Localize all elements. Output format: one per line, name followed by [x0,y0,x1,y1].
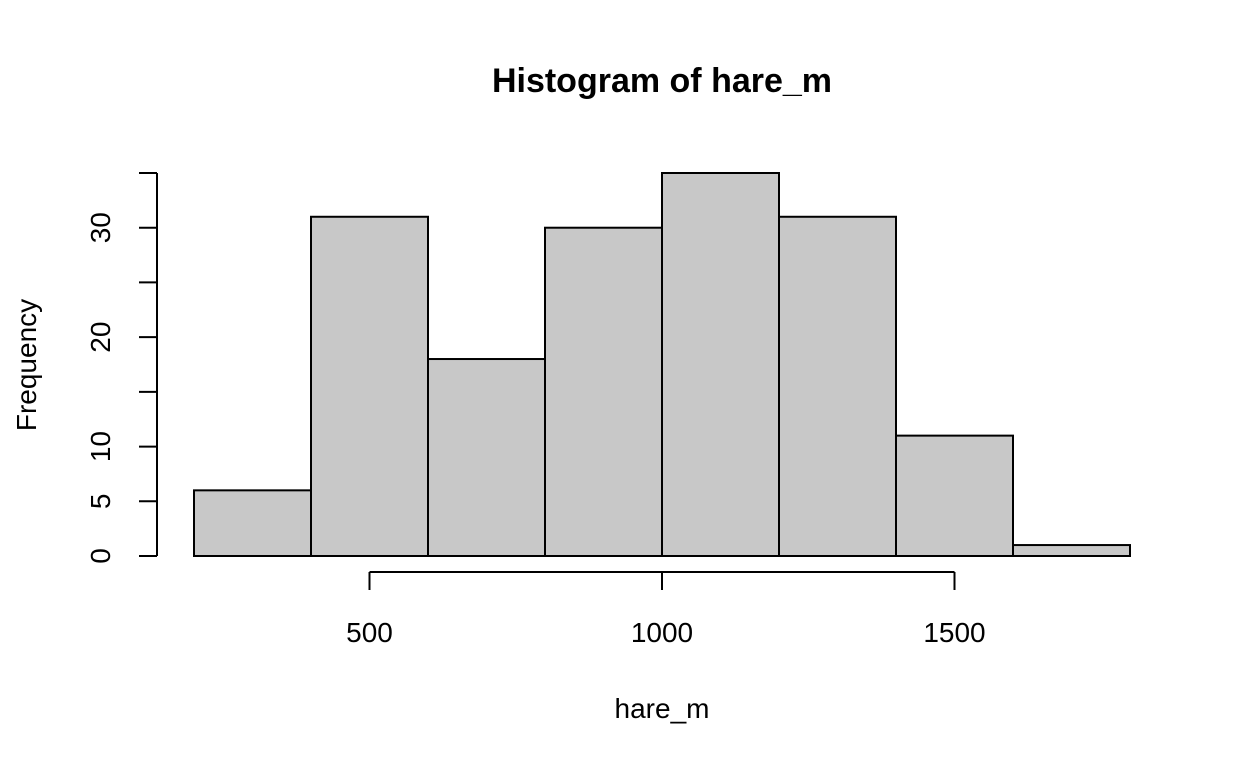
histogram-bar-7 [895,434,1014,557]
x-tick-label: 1000 [631,617,693,648]
y-tick-label: 20 [85,322,116,353]
y-tick-label: 10 [85,431,116,462]
histogram-bar-4 [544,226,663,557]
y-tick-label: 5 [85,493,116,509]
histogram-bars [193,172,1131,558]
histogram-bar-8 [1012,544,1131,557]
x-tick-label: 500 [346,617,393,648]
x-tick-label: 1500 [923,617,985,648]
y-axis: 0 5 10 20 30 [85,172,158,564]
y-axis-label: Frequency [11,299,42,431]
histogram-bar-5 [661,172,780,557]
x-axis: 500 1000 1500 [346,571,986,648]
y-tick-label: 30 [85,212,116,243]
chart-title: Histogram of hare_m [492,62,832,100]
histogram-bar-2 [310,215,429,557]
x-axis-label: hare_m [615,693,710,724]
histogram-bar-1 [193,489,312,558]
histogram-bar-6 [778,215,897,557]
histogram-bar-3 [427,358,546,557]
y-tick-label: 0 [85,548,116,564]
